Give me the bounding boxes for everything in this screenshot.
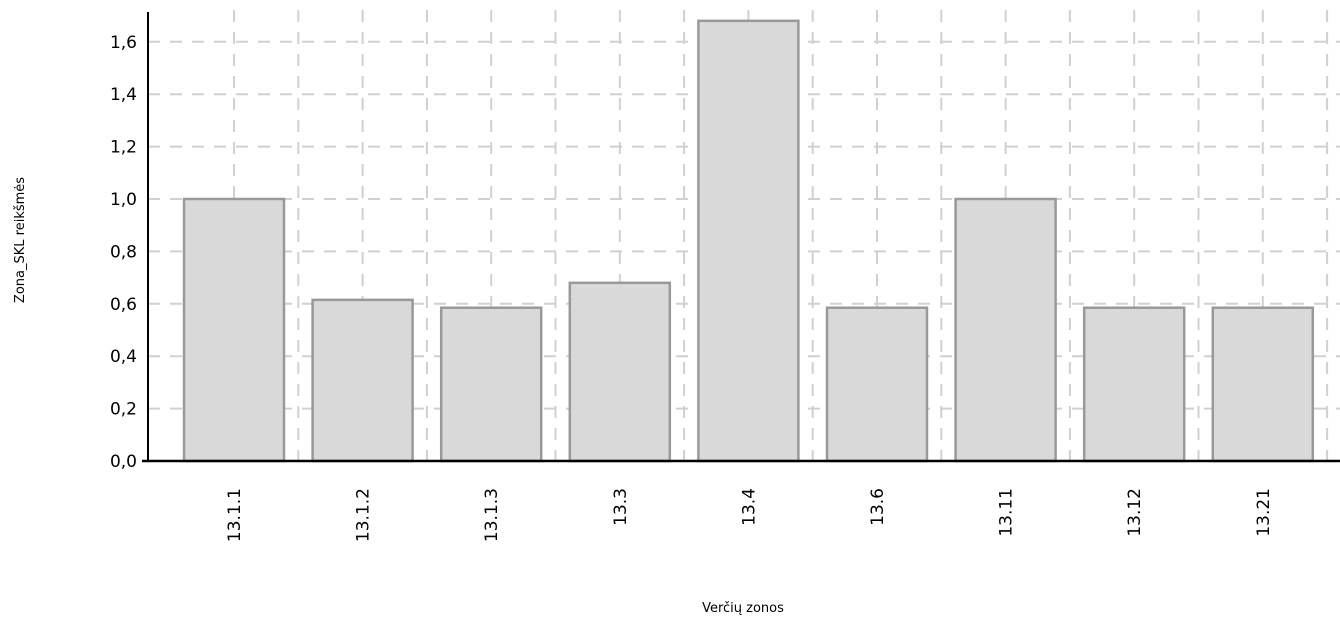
x-tick-label: 13.12 [1125, 488, 1145, 537]
y-tick-labels: 0,0 0,2 0,4 0,6 0,8 1,0 1,2 1,4 1,6 [110, 33, 137, 472]
bar-13.4 [697, 19, 800, 463]
y-tick-label: 1,2 [110, 138, 137, 158]
bar-13.21 [1211, 306, 1315, 463]
bar-13.11 [954, 197, 1057, 463]
x-tick-label: 13.11 [997, 488, 1017, 537]
y-axis-title: Zona_SKL reikšmės [13, 177, 28, 303]
x-tick-label: 13.6 [868, 488, 888, 526]
bar-13.1.3 [439, 306, 543, 463]
bar-13.3 [568, 281, 672, 463]
bar-13.1.2 [311, 298, 414, 463]
x-tick-label: 13.3 [611, 488, 631, 526]
x-tick-label: 13.21 [1254, 488, 1274, 537]
y-tick-label: 1,4 [110, 85, 137, 105]
y-tick-label: 0,8 [110, 242, 137, 262]
bar-13.1.1 [182, 197, 286, 463]
bar-13.12 [1082, 306, 1186, 463]
axes [142, 12, 1340, 463]
bar-13.6 [825, 306, 929, 463]
y-tick-label: 0,4 [110, 347, 137, 367]
y-tick-label: 1,0 [110, 190, 137, 210]
x-tick-label: 13.4 [739, 488, 759, 526]
x-tick-label: 13.1.2 [354, 488, 374, 542]
y-tick-label: 0,6 [110, 295, 137, 315]
y-tick-label: 1,6 [110, 33, 137, 53]
x-tick-label: 13.1.3 [482, 488, 502, 542]
bars [182, 19, 1315, 463]
x-axis-title: Verčių zonos [702, 601, 784, 616]
x-tick-label: 13.1.1 [225, 488, 245, 542]
x-tick-labels: 13.1.1 13.1.2 13.1.3 13.3 13.4 13.6 13.11 13.12… [225, 488, 1274, 542]
y-tick-label: 0,0 [110, 452, 137, 472]
y-tick-label: 0,2 [110, 400, 137, 420]
